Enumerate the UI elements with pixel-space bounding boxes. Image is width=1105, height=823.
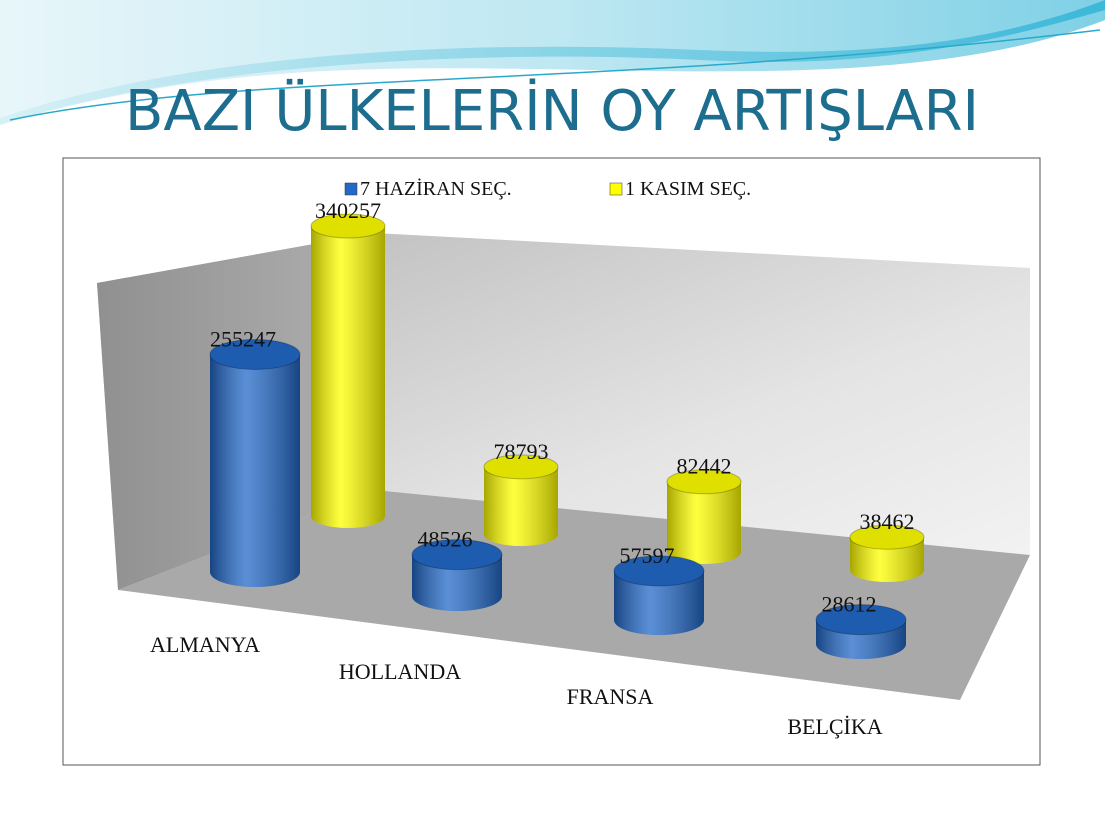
legend-label: 1 KASIM SEÇ. [625,178,751,200]
legend-swatch [610,183,622,195]
cylinder [667,470,741,564]
x-tick-label: FRANSA [567,684,654,709]
cylinder [484,455,558,546]
legend-label: 7 HAZİRAN SEÇ. [360,177,512,200]
data-label: 28612 [822,592,877,617]
data-label: 82442 [677,454,732,479]
x-tick-label: ALMANYA [150,632,260,657]
cylinder-shade [311,226,385,516]
chart-title: BAZI ÜLKELERİN OY ARTIŞLARI [125,79,979,144]
legend-swatch [345,183,357,195]
data-label: 48526 [418,527,473,552]
slide: BAZI ÜLKELERİN OY ARTIŞLARI 7 HAZİRAN SE… [0,0,1105,823]
cylinder [210,339,300,587]
cylinder-shade [210,354,300,572]
data-label: 78793 [494,439,549,464]
x-tick-label: BELÇİKA [787,714,882,739]
data-label: 57597 [620,543,675,568]
data-label: 255247 [210,326,276,351]
cylinder [311,214,385,528]
x-tick-label: HOLLANDA [339,659,461,684]
data-label: 340257 [315,198,381,223]
data-label: 38462 [860,509,915,534]
